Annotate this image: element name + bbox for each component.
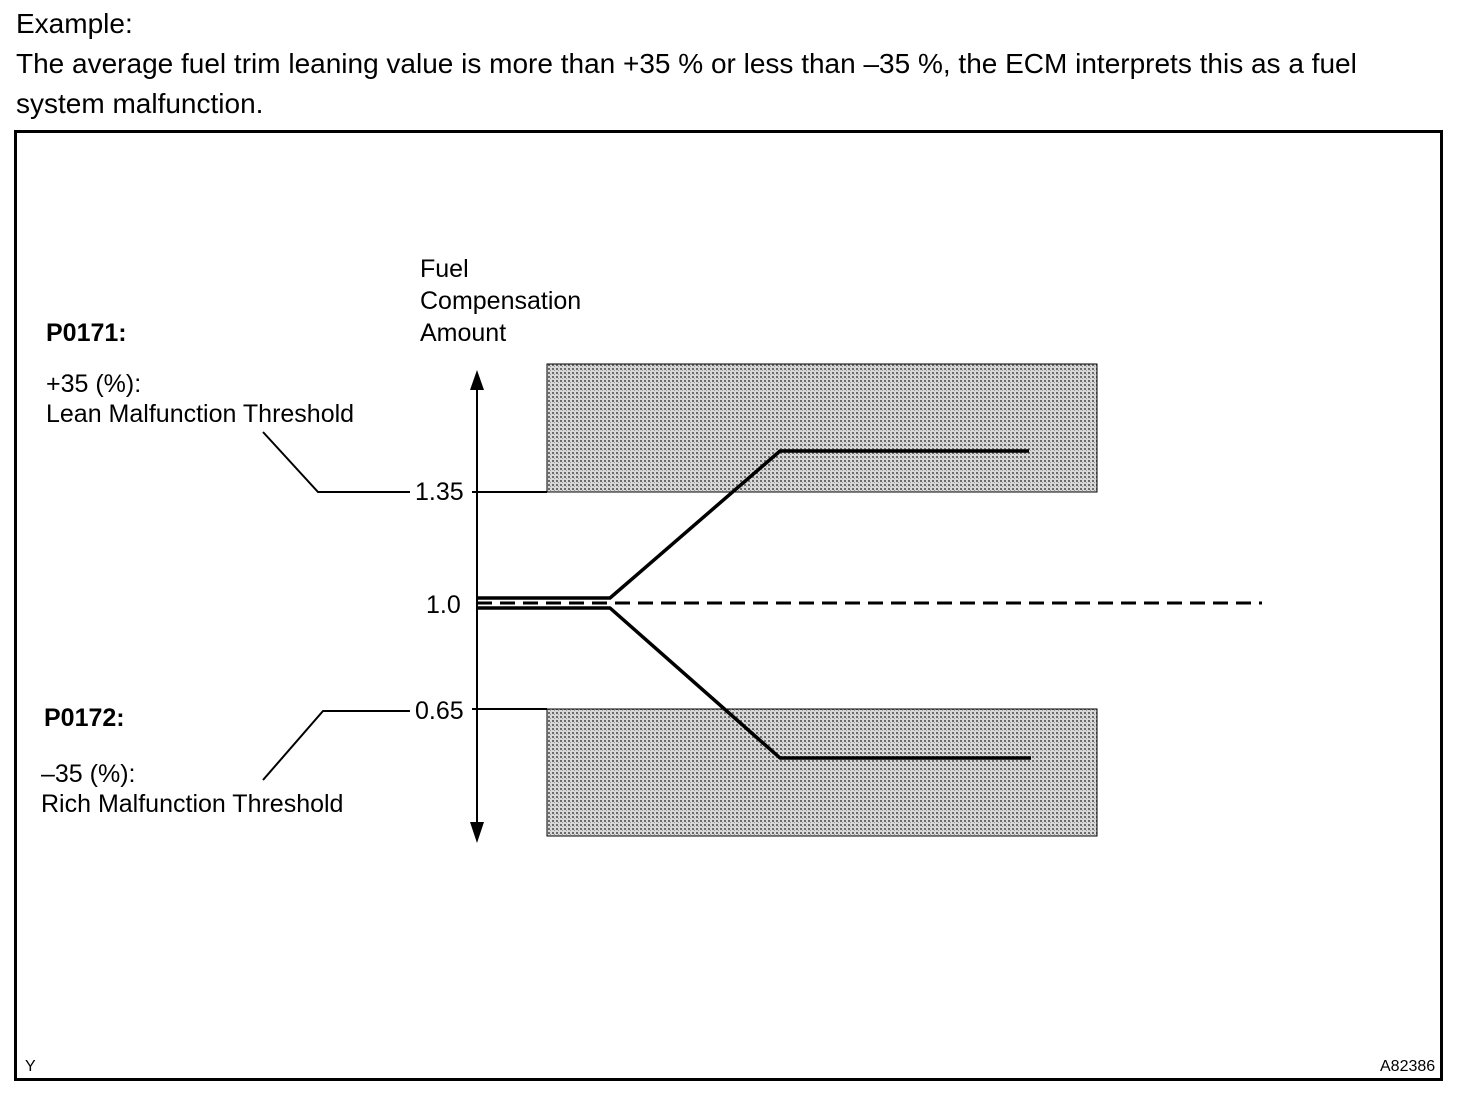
p0171-code: P0171: — [46, 319, 127, 347]
leader-line-p0172 — [262, 710, 410, 781]
p0172-code: P0172: — [44, 704, 125, 732]
intro-heading: Example: — [16, 8, 133, 39]
axis-arrow-up-icon — [470, 370, 484, 390]
lean-malfunction-zone — [546, 363, 1098, 493]
intro-text-line-1: The average fuel trim leaning value is m… — [16, 48, 1357, 79]
axis-title-line-2: Compensation — [420, 287, 582, 315]
tick-label-middle: 1.0 — [426, 591, 461, 619]
p0171-description: Lean Malfunction Threshold — [46, 400, 355, 428]
leader-line-p0171 — [262, 431, 410, 493]
p0172-description: Rich Malfunction Threshold — [41, 790, 344, 818]
rich-malfunction-zone — [546, 708, 1098, 837]
axis-arrow-down-icon — [470, 822, 484, 843]
p0172-value: –35 (%): — [41, 760, 136, 788]
rich-trend-line — [477, 606, 1031, 760]
axis-title-line-3: Amount — [420, 319, 507, 347]
p0171-value: +35 (%): — [46, 370, 142, 398]
intro-text-line-2: system malfunction. — [16, 88, 264, 119]
axis-title-line-1: Fuel — [420, 255, 469, 283]
lean-trend-line — [477, 449, 1029, 600]
tick-label-upper: 1.35 — [415, 478, 464, 506]
tick-label-lower: 0.65 — [415, 697, 464, 725]
diagram-frame — [14, 130, 1443, 1081]
figure-id: A82386 — [1380, 1058, 1436, 1075]
corner-label-left: Y — [25, 1058, 36, 1075]
